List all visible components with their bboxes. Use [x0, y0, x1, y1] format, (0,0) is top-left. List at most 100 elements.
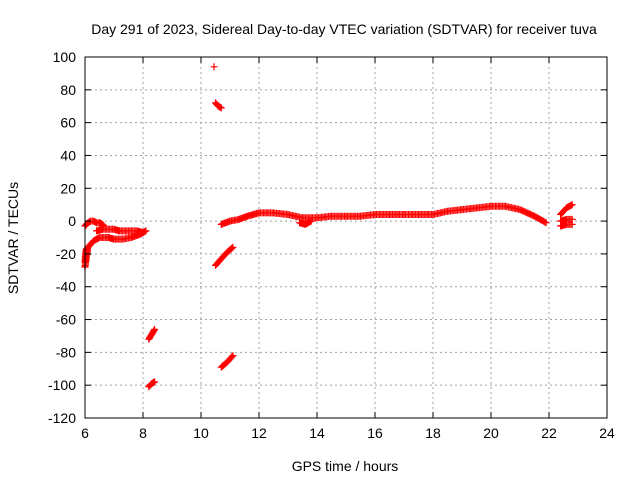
data-point	[229, 220, 231, 222]
data-point	[220, 257, 223, 260]
y-tick-label: 20	[60, 180, 76, 196]
data-point	[232, 246, 234, 249]
data-point	[565, 207, 568, 209]
data-point	[121, 238, 124, 241]
data-point	[545, 221, 547, 224]
x-tick-label: 14	[309, 425, 325, 441]
y-tick-label: -20	[56, 246, 76, 262]
x-tick-label: 12	[251, 425, 267, 441]
data-point	[127, 230, 130, 232]
data-point	[565, 223, 568, 226]
data-point	[214, 102, 217, 104]
data-point	[298, 221, 301, 224]
data-point	[287, 213, 289, 216]
data-point	[153, 381, 156, 383]
data-point	[101, 228, 104, 231]
data-point	[113, 238, 115, 241]
x-tick-label: 10	[193, 425, 209, 441]
x-tick-label: 22	[541, 425, 557, 441]
data-point	[568, 205, 571, 208]
y-tick-label: 80	[60, 82, 76, 98]
data-point	[417, 213, 420, 216]
data-point	[374, 213, 376, 216]
data-point	[559, 213, 562, 216]
data-point	[92, 239, 95, 242]
data-point	[246, 215, 249, 218]
series-segment-trace-22h-lower	[557, 220, 576, 230]
x-tick-label: 24	[599, 425, 615, 441]
y-tick-label: -40	[56, 279, 76, 295]
data-point	[446, 210, 449, 213]
data-point	[258, 211, 260, 214]
data-point	[571, 223, 574, 226]
series-segment-trace-10h-high	[212, 99, 225, 112]
data-point	[220, 106, 223, 109]
data-point	[562, 210, 565, 213]
data-point	[147, 385, 150, 388]
series-segment-trace-22h-upper	[557, 201, 576, 218]
chart-title: Day 291 of 2023, Sidereal Day-to-day VTE…	[91, 21, 597, 37]
data-point	[150, 333, 153, 336]
data-point	[475, 207, 478, 209]
y-tick-label: -80	[56, 344, 76, 360]
data-point	[571, 218, 574, 221]
data-point	[330, 215, 333, 218]
series-segment-trace-main	[217, 202, 550, 228]
series-segment-trace-mid-6h	[93, 225, 147, 237]
series-segment-trace-10h-low	[217, 352, 237, 371]
data-point	[153, 328, 156, 331]
data-point	[519, 208, 521, 211]
data-point	[571, 203, 574, 206]
data-point	[98, 221, 101, 224]
series-segment-trace-22h-mid	[557, 215, 576, 225]
data-point	[316, 216, 318, 219]
x-tick-label: 8	[139, 425, 147, 441]
data-point	[272, 211, 275, 214]
y-tick-label: 60	[60, 115, 76, 131]
data-point	[136, 230, 139, 232]
grid-lines	[85, 57, 607, 418]
x-axis-label: GPS time / hours	[292, 458, 399, 474]
y-axis-label: SDTVAR / TECUs	[5, 182, 21, 294]
data-point	[107, 236, 110, 239]
data-point	[145, 230, 147, 232]
data-point	[113, 228, 115, 231]
data-point	[565, 218, 568, 221]
data-point	[92, 220, 95, 222]
data-point	[533, 215, 536, 218]
data-point	[220, 223, 223, 226]
x-tick-label: 16	[367, 425, 383, 441]
data-point	[559, 225, 562, 227]
data-point	[504, 205, 507, 208]
data-point	[107, 228, 110, 231]
data-point	[461, 208, 463, 211]
series-segment-trace-10h-mid	[212, 243, 237, 269]
data-point	[310, 220, 313, 222]
y-tick-label: 0	[68, 213, 76, 229]
data-point	[118, 230, 121, 232]
data-point	[85, 223, 88, 226]
data-point	[403, 213, 405, 216]
plot-frame	[84, 56, 608, 419]
data-point	[388, 213, 391, 216]
data-point	[217, 105, 220, 108]
data-point	[237, 218, 240, 221]
data-point	[226, 361, 229, 364]
x-tick-label: 6	[81, 425, 89, 441]
data-point	[345, 215, 347, 218]
data-point	[359, 215, 362, 218]
x-tick-label: 20	[483, 425, 499, 441]
data-point	[101, 223, 104, 226]
data-point	[130, 236, 133, 239]
data-point	[214, 264, 217, 267]
data-point	[95, 230, 98, 232]
data-point	[559, 220, 562, 222]
data-point	[87, 221, 89, 224]
data-point	[304, 223, 307, 226]
series-segment-trace-main-lower	[296, 217, 315, 228]
y-tick-label: -100	[48, 377, 76, 393]
data-point	[490, 205, 492, 208]
data-point	[85, 248, 88, 250]
data-point	[98, 236, 101, 239]
